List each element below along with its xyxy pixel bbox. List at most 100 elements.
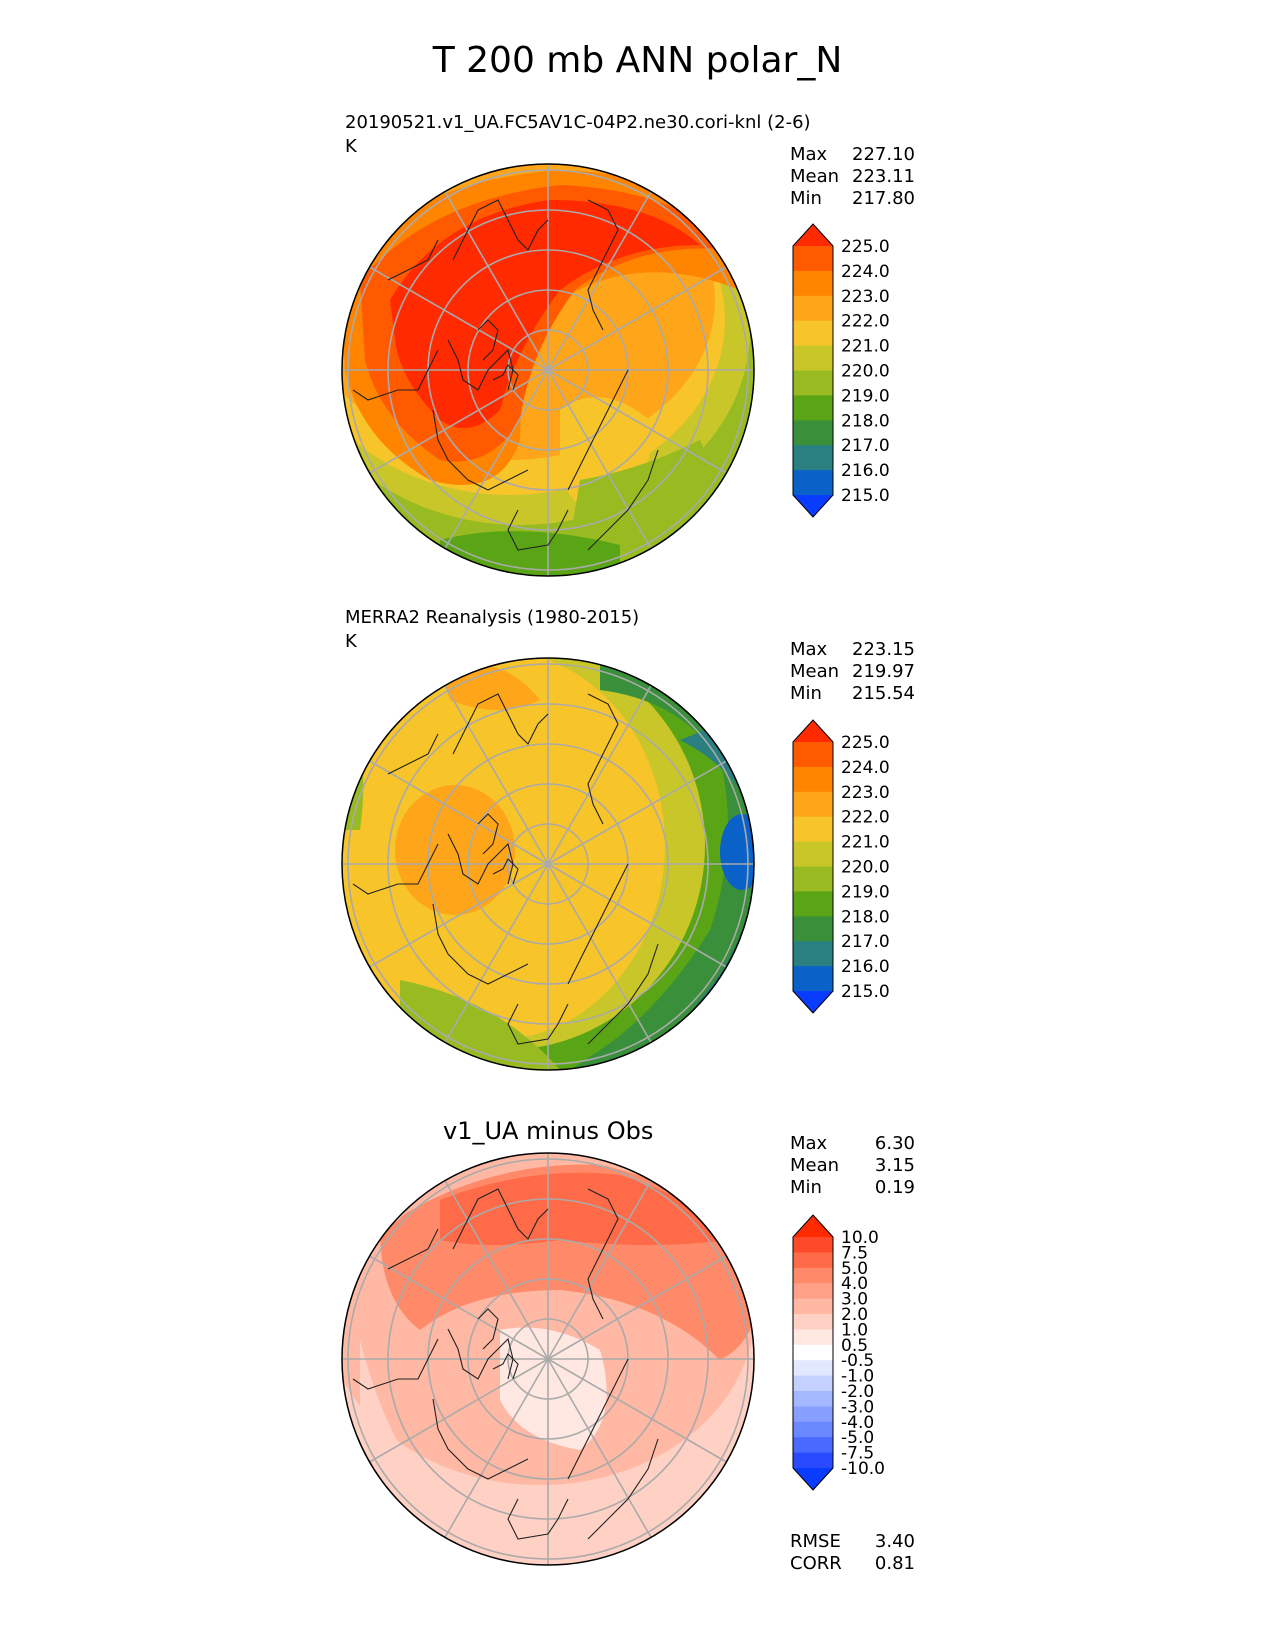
colorbar-tick-label: -1.0 [841, 1367, 874, 1387]
stat-label: CORR [790, 1553, 842, 1574]
coastline [452, 1188, 549, 1250]
meridian-line [369, 1255, 549, 1360]
colorbar-segment [793, 470, 833, 496]
colorbar-tick-label: 217.0 [841, 932, 890, 952]
stat-label: Mean [790, 166, 840, 187]
colorbar-tick-label: 215.0 [841, 982, 890, 1002]
meridian-line [369, 369, 549, 474]
meridian-line [444, 1180, 549, 1360]
map-boundary [341, 657, 755, 1071]
meridian-line [547, 1180, 652, 1360]
colorbar-segment [793, 1437, 833, 1454]
coastline [507, 1003, 569, 1045]
map-overlay-0 [342, 164, 754, 576]
map-boundary [341, 1152, 755, 1566]
colorbar-tick-label: 2.0 [841, 1305, 868, 1325]
colorbar-segment [793, 1421, 833, 1438]
meridian-line [547, 863, 727, 968]
colorbar-tick-label: 216.0 [841, 461, 890, 481]
colorbar-tick-label: 222.0 [841, 312, 890, 332]
colorbar-extend-top [793, 720, 833, 742]
colorbar-segment [793, 270, 833, 297]
colorbar-segment [793, 841, 833, 867]
colorbar-outline [792, 223, 834, 518]
coastline [432, 1398, 529, 1480]
colorbar-tick-label: 4.0 [841, 1274, 868, 1294]
stat-label: Mean [790, 1155, 840, 1176]
stat-value: 215.54 [852, 683, 915, 704]
colorbar-segment [793, 1283, 833, 1300]
stat-value: 227.10 [852, 144, 915, 165]
colorbar-1: 225.0 224.0 223.0 222.0 221.0 220.0 219.0 218.0… [792, 719, 890, 1014]
coastline [477, 1308, 499, 1350]
coastline [587, 199, 619, 331]
coastline [447, 1328, 514, 1380]
colorbar-tick-label: 5.0 [841, 1259, 868, 1279]
stat-label: Max [790, 639, 828, 660]
meridian-line [547, 1255, 727, 1360]
coastline [447, 339, 514, 391]
figure-title: T 200 mb ANN polar_N [432, 40, 843, 81]
coastline [387, 733, 439, 775]
colorbar-segment [793, 370, 833, 396]
coastline [452, 199, 549, 261]
colorbar-segment [793, 1252, 833, 1269]
colorbar-segment [793, 445, 833, 471]
panel2-title: MERRA2 Reanalysis (1980-2015) [345, 607, 640, 628]
colorbar-outline [792, 1214, 834, 1491]
meridian-line [547, 191, 652, 371]
colorbar-tick-label: 7.5 [841, 1243, 868, 1263]
colorbar-tick-label: 3.0 [841, 1290, 868, 1310]
coastline [387, 1228, 439, 1270]
colorbar-0: 225.0 224.0 223.0 222.0 221.0 220.0 219.0 218.0… [792, 223, 890, 518]
map-overlay-1 [342, 658, 754, 1070]
stat-label: Max [790, 144, 828, 165]
meridian-line [547, 266, 727, 371]
colorbar-tick-label: 217.0 [841, 436, 890, 456]
colorbar-tick-label: 220.0 [841, 858, 890, 878]
stat-label: RMSE [790, 1531, 841, 1552]
stat-value: 223.15 [852, 639, 915, 660]
colorbar-tick-label: 221.0 [841, 833, 890, 853]
stat-label: Mean [790, 661, 840, 682]
coastline [492, 1353, 519, 1380]
map-model [342, 164, 754, 576]
colorbar-segment [793, 742, 833, 768]
coastline [567, 369, 629, 491]
stat-label: Max [790, 1133, 828, 1154]
coastline [587, 943, 659, 1045]
colorbar-tick-label: 219.0 [841, 882, 890, 902]
colorbar-tick-label: 216.0 [841, 957, 890, 977]
colorbar-tick-label: 225.0 [841, 237, 890, 257]
colorbar-segment [793, 1360, 833, 1377]
stat-label: Min [790, 1177, 822, 1198]
coastline [477, 813, 499, 855]
colorbar-tick-label: 0.5 [841, 1336, 868, 1356]
map-overlay-2 [342, 1153, 754, 1565]
colorbar-tick-label: 221.0 [841, 337, 890, 357]
colorbar-segment [793, 345, 833, 371]
meridian-line [444, 1358, 549, 1538]
colorbar-tick-label: 225.0 [841, 733, 890, 753]
panel2-stats: Max 223.15 Mean 219.97 Min 215.54 [790, 639, 915, 705]
coastline [477, 319, 499, 361]
meridian-line [547, 369, 727, 474]
coastline [507, 1498, 569, 1540]
colorbar-segment [793, 1406, 833, 1423]
meridian-line [547, 369, 652, 549]
panel3-extra-stats: RMSE 3.40 CORR 0.81 [790, 1531, 915, 1575]
meridian-line [444, 191, 549, 371]
colorbar-tick-label: 218.0 [841, 907, 890, 927]
colorbar-segment [793, 320, 833, 347]
coastline [587, 693, 619, 825]
colorbar-tick-label: -0.5 [841, 1351, 874, 1371]
coastline [447, 833, 514, 885]
coastline [492, 858, 519, 885]
colorbar-segment [793, 791, 833, 818]
colorbar-segment [793, 420, 833, 446]
coastline [567, 863, 629, 985]
stat-label: Min [790, 188, 822, 209]
meridian-line [547, 863, 652, 1043]
colorbar-segment [793, 1375, 833, 1392]
